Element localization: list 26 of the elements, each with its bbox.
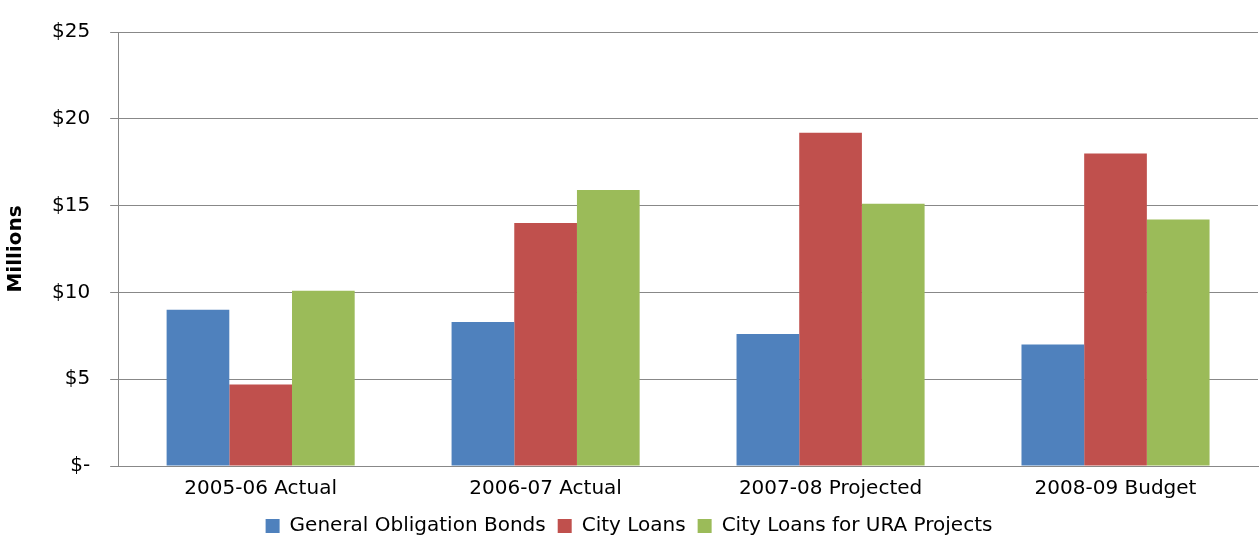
y-tick-label: $- (70, 452, 91, 477)
x-tick-label: 2006-07 Actual (469, 475, 622, 500)
y-tick-label: $25 (51, 18, 91, 43)
y-axis-title: Millions (2, 205, 27, 293)
bar (799, 132, 862, 466)
bar (736, 334, 800, 466)
x-tick-label: 2008-09 Budget (1034, 475, 1197, 500)
y-tick-label: $20 (51, 105, 91, 129)
legend-label: City Loans (581, 512, 686, 537)
bar (292, 290, 355, 466)
y-tick-label: $5 (64, 365, 91, 390)
y-tick-label: $15 (51, 191, 91, 216)
bar (166, 309, 230, 466)
bar (576, 189, 640, 466)
y-tick-label: $10 (51, 278, 91, 303)
legend-label: General Obligation Bonds (289, 512, 546, 537)
bar (229, 384, 292, 466)
legend-label: City Loans for URA Projects (721, 512, 993, 537)
bar (1146, 219, 1210, 466)
bar (451, 321, 515, 466)
bar (861, 203, 925, 466)
x-tick-label: 2005-06 Actual (184, 475, 337, 500)
bar (1021, 344, 1085, 466)
bar (514, 222, 577, 466)
bar (1084, 153, 1147, 466)
x-tick-label: 2007-08 Projected (738, 475, 923, 500)
